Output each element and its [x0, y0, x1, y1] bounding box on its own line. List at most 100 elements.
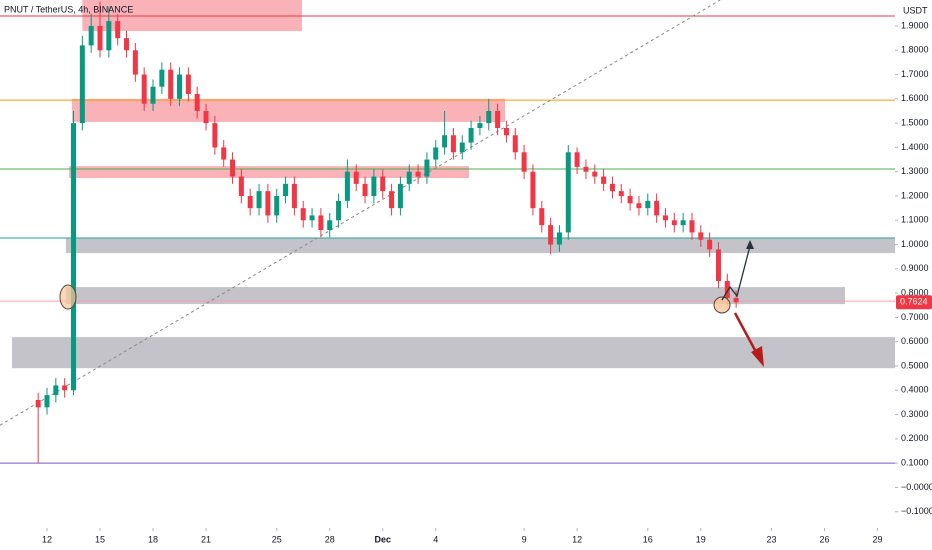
candle-body	[256, 191, 262, 209]
down-arrow	[733, 312, 758, 353]
up-arrowhead	[746, 240, 754, 249]
y-tick-label: 1.3000	[901, 166, 929, 176]
candle-body	[521, 152, 527, 172]
candle-body	[477, 123, 483, 128]
y-tick-label: 1.7000	[901, 69, 929, 79]
x-tick-label: 23	[766, 534, 776, 544]
candle-body	[707, 239, 713, 250]
x-tick-label: 16	[643, 534, 653, 544]
candle-body	[662, 215, 668, 221]
candle-body	[689, 220, 695, 233]
candle-body	[415, 171, 421, 177]
candle-body	[495, 110, 501, 128]
candle-body	[503, 127, 509, 136]
y-tick-label: 1.0000	[901, 239, 929, 249]
candle-body	[53, 385, 59, 396]
candle-body	[486, 110, 492, 124]
candle-body	[124, 38, 130, 51]
candle-body	[724, 281, 730, 299]
candle-body	[574, 152, 580, 167]
y-tick-label: 1.9000	[901, 20, 929, 30]
y-tick-label: 0.8000	[901, 288, 929, 298]
candle-body	[185, 74, 191, 94]
candle-body	[371, 176, 377, 196]
candle-body	[389, 191, 395, 209]
candle-body	[291, 183, 297, 209]
candle-body	[141, 74, 147, 104]
candle-body	[565, 152, 571, 233]
y-tick-label: 1.8000	[901, 45, 929, 55]
candle-body	[283, 183, 289, 196]
price-badge-label: 0.7624	[900, 297, 928, 307]
up-arrow	[721, 245, 751, 301]
candle-body	[715, 249, 721, 282]
chart-title: PNUT / TetherUS, 4h, BINANCE	[4, 4, 133, 14]
candle-body	[132, 50, 138, 75]
candle-body	[433, 147, 439, 160]
down-arrowhead	[751, 346, 764, 367]
y-tick-label: 1.2000	[901, 190, 929, 200]
y-tick-label: 0.4000	[901, 385, 929, 395]
candle-body	[106, 21, 112, 51]
candle-body	[159, 69, 165, 87]
candle-body	[336, 200, 342, 221]
candle-body	[115, 21, 121, 39]
x-tick-label: 15	[95, 534, 105, 544]
candle-body	[556, 232, 562, 245]
y-tick-label: 0.9000	[901, 263, 929, 273]
x-tick-label: 12	[42, 534, 52, 544]
candle-body	[212, 123, 218, 148]
x-tick-label: 4	[433, 534, 438, 544]
y-tick-label: 0.5000	[901, 360, 929, 370]
candle-body	[309, 215, 315, 221]
x-tick-label: 12	[572, 534, 582, 544]
candle-body	[397, 183, 403, 209]
candle-body	[406, 171, 412, 184]
candle-body	[468, 127, 474, 143]
y-tick-label: 0.3000	[901, 409, 929, 419]
candle-body	[62, 385, 68, 391]
candle-body	[247, 195, 253, 209]
x-tick-label: 21	[201, 534, 211, 544]
x-axis-panel	[0, 528, 932, 550]
highlight-circle	[59, 284, 77, 310]
candle-body	[203, 110, 209, 124]
y-tick-label: −0.1000	[901, 506, 932, 516]
x-tick-label: 26	[819, 534, 829, 544]
candle-body	[698, 232, 704, 240]
candle-body	[592, 171, 598, 177]
zone	[68, 166, 469, 179]
candle-body	[380, 176, 386, 192]
y-tick-label: 1.1000	[901, 215, 929, 225]
candle-body	[44, 395, 50, 408]
candle-body	[636, 203, 642, 209]
x-tick-label: 28	[325, 534, 335, 544]
candle-body	[79, 45, 85, 124]
candle-body	[450, 135, 456, 153]
candle-body	[238, 176, 244, 196]
candle-body	[344, 171, 350, 201]
candle-body	[300, 208, 306, 221]
candle-body	[71, 123, 77, 391]
y-tick-label: 1.5000	[901, 118, 929, 128]
candle-body	[327, 220, 333, 230]
y-tick-label: 0.1000	[901, 458, 929, 468]
x-tick-label: 9	[522, 534, 527, 544]
candle-body	[424, 159, 430, 177]
candle-body	[442, 135, 448, 148]
y-axis-label: USDT	[903, 5, 928, 15]
candle-body	[35, 400, 41, 408]
candle-body	[609, 183, 615, 192]
candle-body	[362, 183, 368, 196]
candle-body	[459, 142, 465, 153]
highlight-circle	[713, 296, 731, 314]
x-tick-label: 19	[696, 534, 706, 544]
candle-body	[177, 74, 183, 99]
candle-body	[530, 171, 536, 209]
candle-body	[539, 208, 545, 226]
candle-body	[733, 298, 739, 303]
candle-body	[645, 200, 651, 209]
x-tick-label: 18	[148, 534, 158, 544]
